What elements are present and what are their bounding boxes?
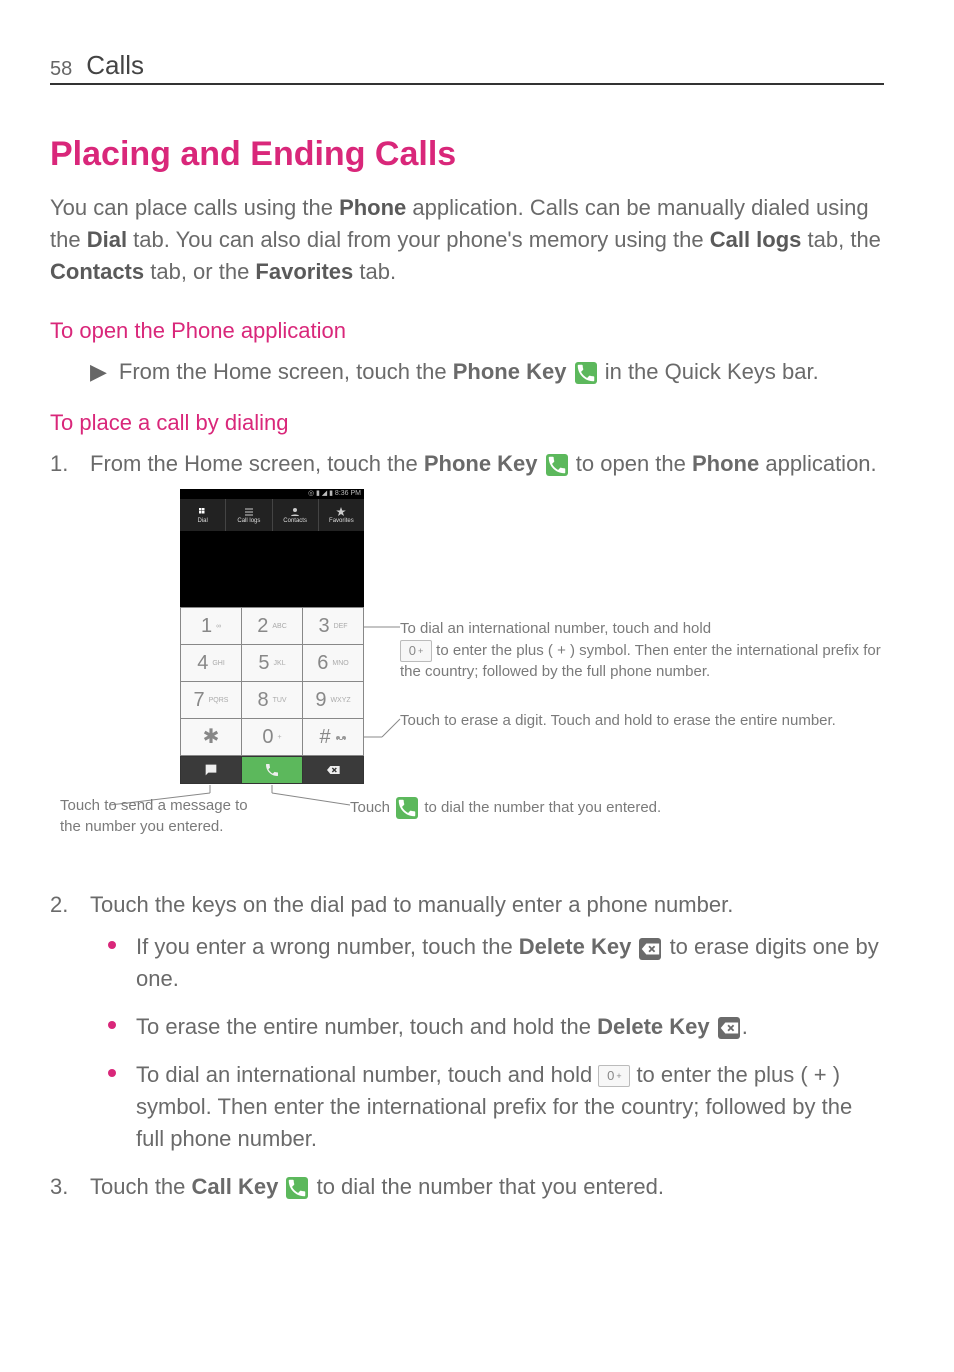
- arrow-item: ▶ From the Home screen, touch the Phone …: [90, 356, 884, 388]
- text: tab. You can also dial from your phone's…: [127, 227, 710, 252]
- text: application.: [759, 451, 876, 476]
- text: To dial an international number, touch a…: [136, 1062, 598, 1087]
- open-phone-block: ▶ From the Home screen, touch the Phone …: [90, 356, 884, 388]
- tab-dial[interactable]: Dial: [180, 499, 226, 531]
- step-number: 2.: [50, 889, 76, 921]
- text: to dial the number that you entered.: [317, 1174, 664, 1199]
- bold-text: Delete Key: [597, 1014, 710, 1039]
- call-key-icon: [286, 1177, 308, 1199]
- key-hash[interactable]: #: [303, 719, 363, 755]
- dialer-figure: ◎ ▮ ◢ ▮ 8:36 PM Dial Call logs Contacts …: [50, 489, 884, 859]
- text: Touch the: [90, 1174, 192, 1199]
- zero-key-icon: 0+: [400, 640, 432, 662]
- bold-text: Delete Key: [519, 934, 632, 959]
- key-2[interactable]: 2ABC: [242, 608, 302, 644]
- call-key-icon: [396, 797, 418, 819]
- bullet-wrong-number: If you enter a wrong number, touch the D…: [108, 931, 884, 995]
- delete-key-icon: [718, 1017, 740, 1039]
- text: From the Home screen, touch the: [119, 359, 453, 384]
- phone-screenshot: ◎ ▮ ◢ ▮ 8:36 PM Dial Call logs Contacts …: [180, 489, 364, 784]
- text: Touch the Call Key to dial the number th…: [90, 1171, 664, 1203]
- arrow-icon: ▶: [90, 356, 107, 388]
- tab-favorites[interactable]: Favorites: [319, 499, 364, 531]
- text: You can place calls using the: [50, 195, 339, 220]
- tab-contacts[interactable]: Contacts: [273, 499, 319, 531]
- annotation-message: Touch to send a message to the number yo…: [60, 796, 260, 837]
- zero-key-icon: 0+: [598, 1065, 630, 1087]
- page-title: Placing and Ending Calls: [50, 135, 884, 174]
- subheading-open-phone: To open the Phone application: [50, 318, 884, 344]
- status-bar: ◎ ▮ ◢ ▮ 8:36 PM: [180, 489, 364, 499]
- bold-text: Phone Key: [424, 451, 538, 476]
- text: From the Home screen, touch the Phone Ke…: [90, 448, 877, 480]
- bold-text: Call logs: [710, 227, 802, 252]
- text: to open the: [576, 451, 692, 476]
- bold-text: Phone Key: [453, 359, 567, 384]
- tab-label: Dial: [197, 518, 207, 524]
- bold-text: Call Key: [192, 1174, 279, 1199]
- key-5[interactable]: 5JKL: [242, 645, 302, 681]
- text: tab.: [353, 259, 396, 284]
- number-display: [180, 531, 364, 607]
- tab-label: Favorites: [329, 518, 354, 524]
- text: To dial an international number, touch a…: [400, 620, 711, 637]
- annotation-international: To dial an international number, touch a…: [400, 619, 890, 682]
- annotation-erase: Touch to erase a digit. Touch and hold t…: [400, 711, 890, 731]
- tab-label: Call logs: [237, 518, 260, 524]
- text: to enter the plus ( + ) symbol. Then ent…: [400, 642, 881, 680]
- annotation-dial: Touch to dial the number that you entere…: [350, 797, 890, 819]
- text: Touch the keys on the dial pad to manual…: [90, 889, 733, 921]
- text: If you enter a wrong number, touch the: [136, 934, 519, 959]
- bullet-erase-all: To erase the entire number, touch and ho…: [108, 1011, 884, 1043]
- bold-text: Contacts: [50, 259, 144, 284]
- step-3: 3. Touch the Call Key to dial the number…: [50, 1171, 884, 1203]
- bullet-list: If you enter a wrong number, touch the D…: [108, 931, 884, 1154]
- bold-text: Dial: [87, 227, 127, 252]
- text: tab, the: [801, 227, 881, 252]
- step-number: 1.: [50, 448, 76, 480]
- text: From the Home screen, touch the: [90, 451, 424, 476]
- page-number: 58: [50, 58, 72, 81]
- text: to dial the number that you entered.: [420, 799, 661, 816]
- text: .: [742, 1014, 748, 1039]
- key-9[interactable]: 9WXYZ: [303, 682, 363, 718]
- bold-text: Phone: [692, 451, 759, 476]
- key-4[interactable]: 4GHI: [181, 645, 241, 681]
- delete-key-icon: [639, 938, 661, 960]
- intro-paragraph: You can place calls using the Phone appl…: [50, 192, 884, 288]
- dialpad: 1∞ 2ABC 3DEF 4GHI 5JKL 6MNO 7PQRS 8TUV 9…: [180, 607, 364, 756]
- key-3[interactable]: 3DEF: [303, 608, 363, 644]
- page-section-title: Calls: [86, 50, 144, 81]
- step-1: 1. From the Home screen, touch the Phone…: [50, 448, 884, 480]
- key-1[interactable]: 1∞: [181, 608, 241, 644]
- page-header: 58 Calls: [50, 50, 884, 85]
- text: tab, or the: [144, 259, 255, 284]
- phone-key-icon: [546, 454, 568, 476]
- bold-text: Favorites: [255, 259, 353, 284]
- phone-key-icon: [575, 362, 597, 384]
- text: in the Quick Keys bar.: [605, 359, 819, 384]
- text: Touch: [350, 799, 394, 816]
- bullet-international: To dial an international number, touch a…: [108, 1059, 884, 1155]
- key-6[interactable]: 6MNO: [303, 645, 363, 681]
- subheading-place-call: To place a call by dialing: [50, 410, 884, 436]
- key-7[interactable]: 7PQRS: [181, 682, 241, 718]
- key-star[interactable]: ✱: [181, 719, 241, 755]
- voicemail-icon: [335, 731, 347, 743]
- key-8[interactable]: 8TUV: [242, 682, 302, 718]
- tab-label: Contacts: [283, 518, 307, 524]
- key-0[interactable]: 0+: [242, 719, 302, 755]
- tab-call-logs[interactable]: Call logs: [226, 499, 272, 531]
- phone-tabs: Dial Call logs Contacts Favorites: [180, 499, 364, 531]
- text: From the Home screen, touch the Phone Ke…: [119, 356, 819, 388]
- step-2: 2. Touch the keys on the dial pad to man…: [50, 889, 884, 921]
- action-row: [180, 756, 364, 784]
- delete-button[interactable]: [303, 757, 363, 783]
- text: To erase the entire number, touch and ho…: [136, 1014, 597, 1039]
- message-button[interactable]: [181, 757, 241, 783]
- call-button[interactable]: [242, 757, 302, 783]
- step-number: 3.: [50, 1171, 76, 1203]
- bold-text: Phone: [339, 195, 406, 220]
